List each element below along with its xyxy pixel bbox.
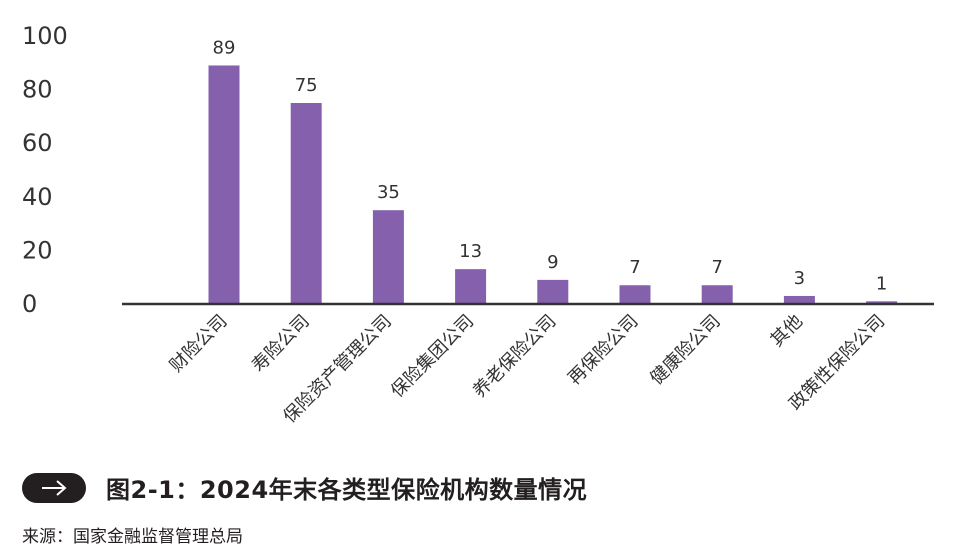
y-axis-tick-labels: 100 80 60 40 20 0 <box>22 22 68 318</box>
category-label: 养老保险公司 <box>469 311 560 402</box>
bar <box>701 285 733 304</box>
y-tick-label: 40 <box>22 183 53 211</box>
bar <box>783 295 815 304</box>
bar <box>619 285 651 304</box>
bar-value-label: 9 <box>547 252 558 273</box>
category-label: 保险集团公司 <box>387 311 478 402</box>
bar-value-label: 1 <box>876 273 887 294</box>
source-note: 来源：国家金融监督管理总局 <box>22 527 243 547</box>
y-tick-label: 0 <box>22 290 37 318</box>
caption-title: 图2-1：2024年末各类型保险机构数量情况 <box>106 476 588 504</box>
bar-value-label: 7 <box>629 257 640 278</box>
category-label: 其他 <box>767 311 807 351</box>
bar-value-label: 75 <box>295 75 318 96</box>
bars <box>208 65 898 304</box>
y-tick-label: 100 <box>22 22 68 50</box>
bar <box>290 103 322 304</box>
bar <box>372 210 404 304</box>
y-tick-label: 80 <box>22 76 53 104</box>
figure-caption: 图2-1：2024年末各类型保险机构数量情况 <box>22 470 587 505</box>
bar-value-label: 3 <box>794 268 805 289</box>
category-label: 健康险公司 <box>646 311 724 389</box>
category-label: 财险公司 <box>166 311 232 377</box>
bar-value-label: 35 <box>377 182 400 203</box>
y-tick-label: 60 <box>22 129 53 157</box>
bar-value-label: 7 <box>711 257 722 278</box>
category-label: 寿险公司 <box>248 311 314 377</box>
bar-value-label: 89 <box>213 37 236 58</box>
bar <box>208 65 240 304</box>
y-tick-label: 20 <box>22 236 53 264</box>
value-labels: 89 75 35 13 9 7 7 3 1 <box>213 37 888 294</box>
bar <box>455 269 487 304</box>
bar <box>537 279 569 304</box>
category-label: 再保险公司 <box>564 311 642 389</box>
bar-value-label: 13 <box>459 241 482 262</box>
arrow-right-icon <box>22 472 86 503</box>
bar <box>866 301 898 304</box>
